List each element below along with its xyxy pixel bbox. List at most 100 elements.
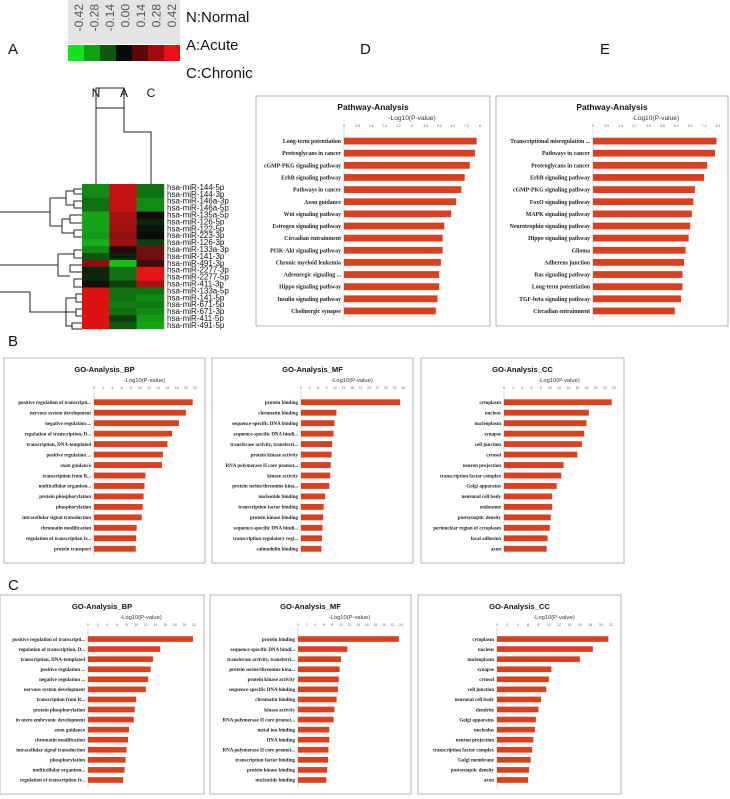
heatmap-cell [82, 184, 110, 192]
category-label: Insulin signaling pathway [277, 297, 341, 303]
bar-panel-c-cc: GO-Analysis_CC -Log10(P-value) 0 2 4 6 8 10 12 14… [417, 594, 622, 795]
legend-tick-label: 0.42 [165, 4, 179, 28]
category-label: cGMP-PKG signaling pathway [513, 188, 590, 194]
bar [504, 441, 582, 448]
axis-tick-label: 4 [106, 623, 108, 627]
category-label: Ras signaling pathway [534, 273, 590, 279]
bar-panel-e: Pathway-Analysis -Log10(P-value) 0 0.9 1.8 2.… [495, 95, 729, 327]
bar [88, 676, 149, 683]
category-label: protein kinase activity [248, 678, 296, 683]
bar [298, 777, 327, 783]
axis-title: -Log10(P-value) [632, 115, 679, 122]
bar [504, 503, 553, 510]
heatmap-cell [136, 239, 165, 247]
heatmap-cell [109, 259, 137, 268]
axis-tick-label: 18 [350, 386, 354, 390]
bar [344, 210, 452, 218]
axis-tick-label: 10 [547, 623, 551, 627]
axis-tick-label: 4.5 [660, 124, 665, 128]
axis-tick-label: 0.9 [605, 124, 610, 128]
heatmap-col-label-a: A [120, 86, 128, 100]
heatmap-cell [82, 259, 110, 268]
bar [301, 503, 324, 510]
category-label: transcription factor complex [440, 474, 502, 479]
category-label: positive regulation of transcripti... [12, 638, 85, 643]
axis-tick-label: 7.2 [702, 124, 707, 128]
heatmap-cell [82, 322, 110, 330]
axis-tick-label: 20 [594, 386, 598, 390]
axis-tick-label: 16 [163, 623, 167, 627]
heatmap-col-label-c: C [147, 86, 156, 100]
bar [593, 259, 685, 266]
bar [504, 430, 585, 437]
bar [88, 716, 134, 723]
category-label: sequence-specific DNA binding [232, 422, 299, 427]
category-label: transcription factor complex [433, 749, 495, 754]
bar-panel-c-mf: GO-Analysis_MF-Log10(P-value)0 2 4 6 8 10 12 14… [209, 594, 412, 795]
mirna-heatmap: N A C hsa-miR-144-5phsa-miR-144-3phsa-mi… [0, 86, 229, 330]
heatmap-row-label: hsa-miR-133a-5p [167, 286, 229, 295]
category-label: regulation of transcription, D... [19, 648, 86, 653]
category-label: synapse [484, 432, 501, 437]
bar [88, 757, 126, 763]
bar [504, 420, 587, 427]
category-label: chromatin modification [35, 738, 86, 743]
category-label: nucleoplasm [474, 422, 502, 427]
bar [94, 483, 145, 489]
category-label: FoxO signaling pathway [530, 200, 590, 206]
category-label: chromatin binding [255, 698, 295, 703]
heatmap-cell [136, 253, 165, 261]
heatmap-dendrogram [0, 87, 152, 330]
panel-title: GO-Analysis_MF [282, 365, 343, 374]
axis-tick-label: 4 [517, 623, 519, 627]
axis-tick-label: 14 [566, 386, 570, 390]
axis-tick-label: 18 [175, 386, 179, 390]
bar [593, 295, 681, 303]
axis-tick-label: 16 [575, 386, 579, 390]
bar [301, 524, 323, 531]
axis-tick-label: 8 [130, 386, 132, 390]
axis-tick-label: 16 [166, 386, 170, 390]
bar-panel-d: Pathway-Analysis -Log10(P-value) 0 0.8 1.6 2.… [255, 95, 491, 327]
bar [497, 636, 609, 642]
bar [504, 524, 550, 531]
bar [504, 514, 551, 521]
panel-title: GO-Analysis_MF [280, 602, 341, 611]
category-label: Glioma [572, 248, 590, 254]
category-label: focal adhesion [471, 537, 502, 542]
axis-tick-label: 9 [326, 386, 328, 390]
row-dendrogram-upper [0, 188, 82, 238]
bar [504, 493, 553, 500]
bar [497, 726, 535, 733]
heatmap-cell [82, 246, 110, 254]
bar [298, 646, 348, 652]
axis-tick-label: 1.6 [369, 124, 374, 128]
heatmap-cell [109, 184, 137, 192]
bar [504, 462, 564, 468]
category-label: Cholinergic synapse [291, 309, 341, 315]
axis-tick-label: 6.3 [688, 124, 693, 128]
heatmap-cell [136, 184, 165, 192]
category-label: neuron projection [463, 464, 502, 469]
axis-tick-label: 10 [134, 623, 138, 627]
category-label: transcription regulatory regi... [233, 537, 299, 542]
category-label: ErbB signaling pathway [530, 175, 590, 181]
category-label: perinuclear region of cytoplasm [433, 527, 502, 532]
category-label: metal ion binding [257, 728, 295, 733]
axis-tick-label: 14 [356, 623, 360, 627]
bar [298, 696, 337, 703]
bar [301, 535, 322, 542]
bar-panel-b-cc: GO-Analysis_CC-Log10(P-value)0 2 4 6 8 10 12 14… [420, 357, 625, 564]
heatmap-cell [82, 266, 110, 274]
axis-tick-label: 2.4 [382, 124, 387, 128]
bar [301, 399, 401, 406]
category-label: neuron projection [456, 738, 495, 743]
column-dendrogram-top [95, 87, 125, 108]
heatmap-row-label: hsa-miR-146a-3p [167, 197, 229, 206]
axis-title: -Log10(P-value) [533, 615, 575, 621]
heatmap-cell [82, 204, 110, 212]
category-label: Axon guidance [304, 200, 341, 206]
bar [298, 706, 335, 713]
heatmap-row-label: hsa-miR-2277-5p [167, 273, 229, 282]
